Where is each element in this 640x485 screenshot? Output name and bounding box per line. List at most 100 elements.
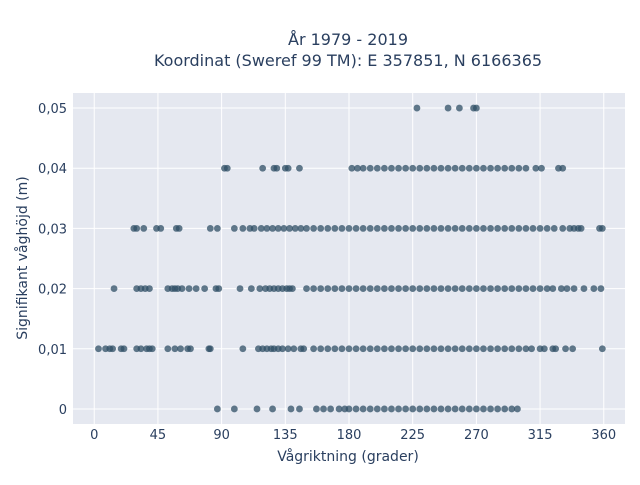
data-point [359,164,367,172]
data-point [529,285,537,292]
data-point [529,225,537,232]
data-point [501,285,509,292]
data-point [494,164,502,172]
data-point [273,164,281,172]
data-point [317,285,325,292]
data-point [416,164,424,172]
data-point [480,405,487,413]
x-axis-label: Vågriktning (grader) [277,448,419,465]
data-point [557,285,565,292]
data-point [487,164,494,172]
data-point [562,345,569,353]
x-tick-label: 180 [337,428,362,443]
data-point [543,285,551,292]
data-point [345,225,353,232]
data-point [430,164,438,172]
data-point [508,285,516,292]
data-point [359,345,367,353]
data-point [250,225,258,232]
data-point [416,345,424,353]
data-point [331,345,339,353]
data-point [359,405,367,413]
data-point [345,405,353,413]
data-point [178,285,186,292]
data-point [388,405,395,413]
data-point [317,345,325,353]
data-point [480,225,487,232]
data-point [338,345,346,353]
data-point [291,225,299,232]
data-point [423,345,431,353]
data-point [223,164,231,172]
data-point [522,345,530,353]
data-point [296,164,303,172]
data-point [487,345,494,353]
data-point [395,345,402,353]
data-point [230,225,238,232]
data-point [284,164,292,172]
data-point [185,285,193,292]
data-point [259,164,267,172]
data-point [472,164,480,172]
data-point [280,225,288,232]
data-point [480,164,487,172]
data-point [164,345,172,353]
data-point [187,345,194,353]
data-point [402,405,410,413]
data-point [352,225,360,232]
data-point [522,164,530,172]
data-point [472,345,480,353]
data-point [515,225,523,232]
data-point [388,345,395,353]
data-point [552,345,560,353]
data-point [451,345,459,353]
data-point [171,345,179,353]
data-point [472,285,480,292]
data-point [451,225,459,232]
data-point [487,225,494,232]
data-point [373,164,381,172]
data-point [380,225,388,232]
data-point [366,285,374,292]
data-point [324,285,332,292]
data-point [253,405,261,413]
data-point [380,164,388,172]
y-tick-label: 0 [59,403,67,418]
data-point [409,225,417,232]
data-point [409,285,417,292]
data-point [317,225,325,232]
data-point [501,164,509,172]
data-point [598,345,606,353]
data-point [444,164,452,172]
data-point [327,405,334,413]
data-point [324,225,332,232]
data-point [437,164,445,172]
data-point [416,225,424,232]
x-tick-label: 270 [464,428,489,443]
data-point [430,285,438,292]
data-point [514,405,521,413]
data-point [465,164,473,172]
data-point [395,225,402,232]
x-tick-label: 315 [528,428,553,443]
data-point [263,225,271,232]
data-point [444,405,452,413]
data-point [331,285,339,292]
data-point [508,164,516,172]
data-point [366,405,374,413]
data-point [480,345,487,353]
data-point [395,405,402,413]
data-point [538,164,545,172]
data-point [239,345,247,353]
data-point [458,164,466,172]
data-point [395,164,402,172]
data-point [354,164,361,172]
data-point [437,225,445,232]
data-point [494,285,502,292]
data-point [494,345,502,353]
data-point [137,345,145,353]
data-point [402,164,410,172]
data-point [451,285,459,292]
data-point [297,225,305,232]
data-point [279,345,286,353]
